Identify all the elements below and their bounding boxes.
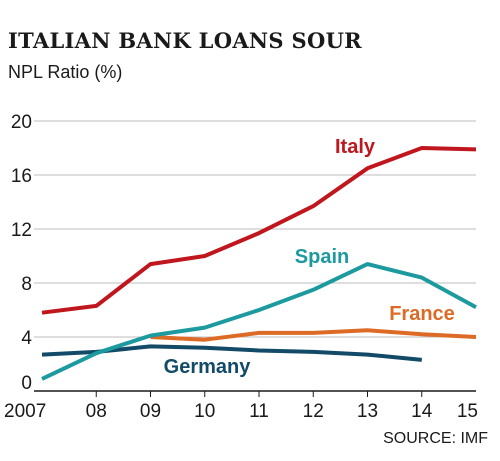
series-line-italy (41, 146, 477, 315)
series-label-france: France (389, 303, 455, 325)
x-tick-label: 09 (140, 401, 161, 422)
x-tick-label: 2007 (4, 401, 46, 422)
x-tick-label: 11 (249, 401, 269, 422)
x-tick-label: 15 (457, 401, 478, 422)
y-tick-label: 16 (11, 166, 32, 187)
x-tick-label: 14 (411, 401, 433, 422)
y-tick-label: 12 (11, 220, 32, 241)
y-tick-label: 0 (21, 373, 32, 394)
x-tick-label: 12 (303, 401, 324, 422)
x-tick-label: 13 (357, 401, 378, 422)
chart-source: SOURCE: IMF (383, 430, 488, 447)
y-tick-label: 4 (21, 328, 32, 349)
y-tick-label: 8 (21, 274, 32, 295)
chart-subtitle: NPL Ratio (%) (8, 62, 123, 82)
chart-title: ITALIAN BANK LOANS SOUR (8, 28, 362, 53)
series-label-spain: Spain (295, 246, 349, 268)
y-tick-label: 20 (11, 112, 32, 133)
series-label-italy: Italy (335, 136, 376, 158)
series-label-germany: Germany (164, 356, 252, 378)
series-line-france (150, 328, 477, 342)
x-tick-label: 10 (194, 401, 215, 422)
x-tick-label: 08 (86, 401, 107, 422)
